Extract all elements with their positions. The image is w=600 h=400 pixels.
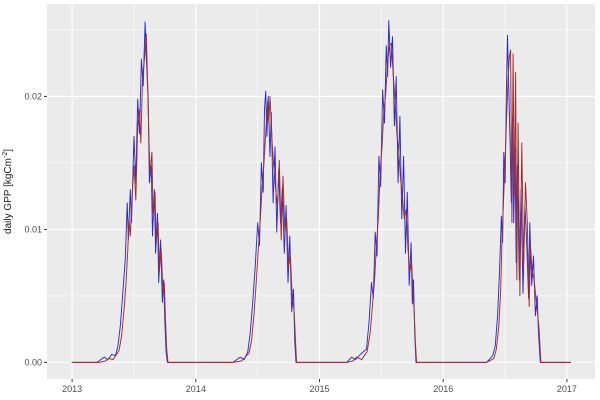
y-tick-label: 0.02 xyxy=(24,91,42,101)
y-axis-title: daily GPP [kgCm-2] xyxy=(2,149,14,234)
y-tick-label: 0.00 xyxy=(24,357,42,367)
x-tick-label: 2013 xyxy=(62,384,82,394)
x-tick-label: 2016 xyxy=(433,384,453,394)
x-tick-label: 2014 xyxy=(186,384,206,394)
y-tick-label: 0.01 xyxy=(24,224,42,234)
x-tick-label: 2015 xyxy=(309,384,329,394)
x-tick-label: 2017 xyxy=(557,384,577,394)
series-red-line xyxy=(71,33,572,363)
